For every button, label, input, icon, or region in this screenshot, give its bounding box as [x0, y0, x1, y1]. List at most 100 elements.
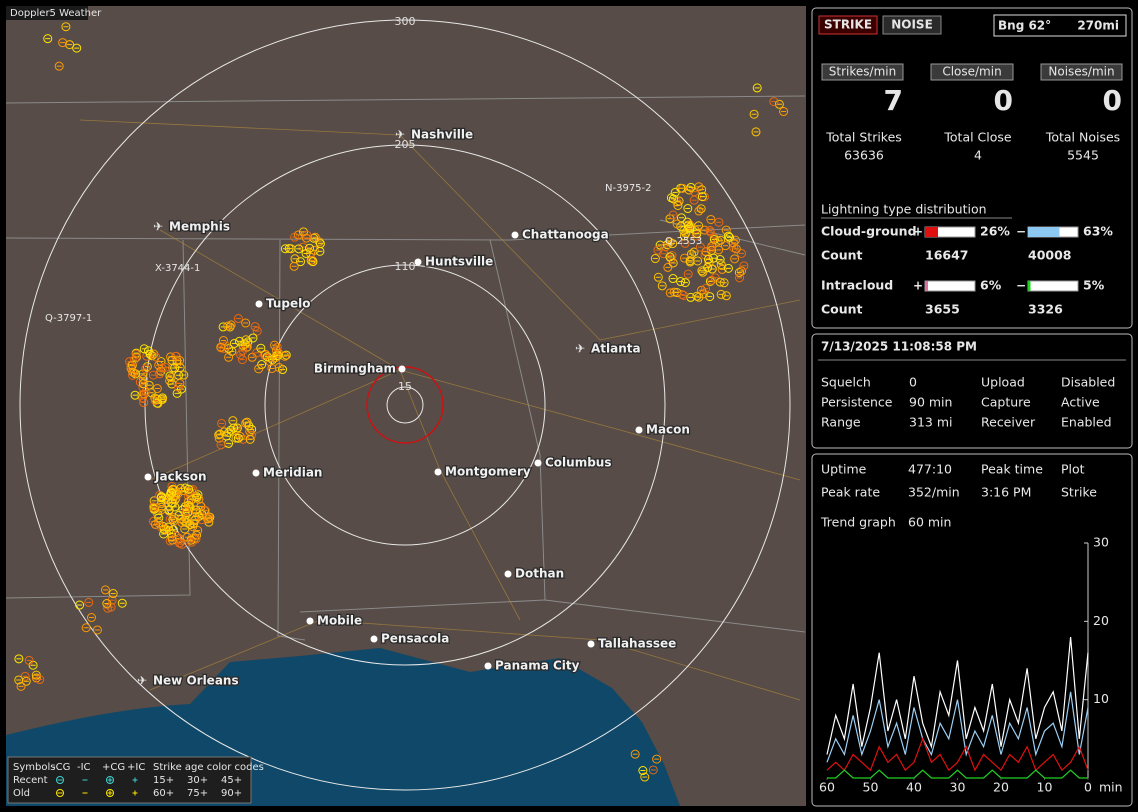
- range-ring-label: 110: [395, 260, 416, 273]
- strike-symbol: [716, 260, 726, 270]
- pct-bar-track: [924, 280, 976, 292]
- strike-symbol: [676, 213, 686, 223]
- strike-symbol: [692, 229, 702, 239]
- strike-symbol: [131, 352, 141, 362]
- strike-symbol: [166, 373, 176, 383]
- strike-symbol: [139, 389, 149, 399]
- strike-symbol: [221, 341, 231, 351]
- strike-symbol: [248, 333, 258, 343]
- strike-symbol: [170, 363, 180, 373]
- airport-icon: ✈: [137, 674, 147, 688]
- strike-symbol: [256, 343, 266, 353]
- strike-symbol: [677, 290, 687, 300]
- total-label: Total Close: [943, 130, 1012, 145]
- city-dot: [635, 426, 643, 434]
- strike-symbol: [665, 288, 675, 298]
- trend-title: Trend graph: [820, 515, 896, 530]
- strike-symbol: [679, 290, 689, 300]
- strike-symbol: [749, 109, 759, 119]
- strike-symbol: [172, 388, 182, 398]
- strike-symbol: [668, 258, 678, 268]
- strike-symbol: [723, 231, 733, 241]
- strike-symbol: [751, 127, 761, 137]
- strike-symbol: [155, 369, 165, 379]
- rate-value: 7: [884, 84, 903, 117]
- distance: 270mi: [1077, 19, 1119, 33]
- strike-symbol: [129, 355, 139, 365]
- strike-symbol: [685, 223, 695, 233]
- strike-symbol: [128, 370, 138, 380]
- city-label: Memphis: [169, 220, 230, 234]
- strike-symbol: [714, 217, 724, 227]
- strike-button[interactable]: [818, 15, 878, 35]
- strike-symbol: [242, 417, 252, 427]
- strike-symbol: [86, 612, 96, 622]
- range-ring-label: 15: [398, 380, 412, 393]
- strike-symbol: [14, 675, 24, 685]
- city-label: Atlanta: [591, 342, 641, 356]
- y-tick-label: 20: [1093, 613, 1109, 628]
- strike-symbol: [657, 281, 667, 291]
- strike-symbol: [670, 187, 680, 197]
- stat-text: 3:16 PM: [981, 485, 1031, 500]
- strike-symbol: [684, 185, 694, 195]
- strike-symbol: [157, 504, 167, 514]
- strike-symbol: [204, 512, 214, 522]
- rate-label: Strikes/min: [829, 65, 896, 79]
- pct-bar: [925, 227, 938, 237]
- pct-label: 5%: [1083, 278, 1105, 293]
- strike-symbol: [194, 494, 204, 504]
- range-ring-label: 205: [395, 138, 416, 151]
- strike-symbol: [117, 598, 127, 608]
- strike-symbol: [223, 321, 233, 331]
- strike-symbol: [81, 623, 91, 633]
- strike-symbol: [734, 268, 744, 278]
- strike-symbol: [730, 254, 740, 264]
- strike-symbol: [190, 514, 200, 524]
- strike-symbol: [191, 534, 201, 544]
- storm-id: Q-2553: [665, 236, 702, 247]
- rate-label: Noises/min: [1048, 65, 1114, 79]
- strike-symbol: [706, 243, 716, 253]
- strike-symbol: [752, 83, 762, 93]
- strike-symbol: [187, 537, 197, 547]
- settings-panel: [811, 333, 1133, 449]
- strike-symbol: [141, 386, 151, 396]
- total-label: Total Strikes: [825, 130, 902, 145]
- strike-symbol: [84, 597, 94, 607]
- strike-symbol: [663, 262, 673, 272]
- noise-button[interactable]: [882, 15, 942, 35]
- strike-symbol: [229, 338, 239, 348]
- strike-symbol: [723, 263, 733, 273]
- strike-symbol: [302, 230, 312, 240]
- strike-symbol: [698, 267, 708, 277]
- legend-row-label: Old: [13, 788, 30, 799]
- strike-symbol: [233, 314, 243, 324]
- strike-symbol: [683, 269, 693, 279]
- city-label: Birmingham: [314, 362, 396, 376]
- strike-symbol: [281, 350, 291, 360]
- strike-symbol: [298, 227, 308, 237]
- legend-column: +IC: [127, 762, 145, 773]
- strike-symbol: [630, 749, 640, 759]
- strike-symbol: [138, 374, 148, 384]
- legend-age: 45+: [221, 775, 242, 786]
- rate-value: 0: [1103, 84, 1122, 117]
- strike-symbol: [725, 232, 735, 242]
- strike-symbol: [156, 522, 166, 532]
- strike-symbol: [203, 514, 213, 524]
- strike-symbol: [721, 241, 731, 251]
- setting-value: Active: [1061, 395, 1100, 410]
- strike-symbol: [673, 200, 683, 210]
- strike-symbol: [668, 274, 678, 284]
- setting-value: Enabled: [1061, 415, 1112, 430]
- city-dot: [534, 459, 542, 467]
- stats-panel: [811, 7, 1133, 329]
- strike-symbol: [676, 277, 686, 287]
- strike-symbol: [165, 371, 175, 381]
- noise-button-label: NOISE: [891, 18, 933, 32]
- strike-symbol: [721, 291, 731, 301]
- strike-symbol: [14, 654, 24, 664]
- strike-symbol: [661, 242, 671, 252]
- strike-symbol: [160, 494, 170, 504]
